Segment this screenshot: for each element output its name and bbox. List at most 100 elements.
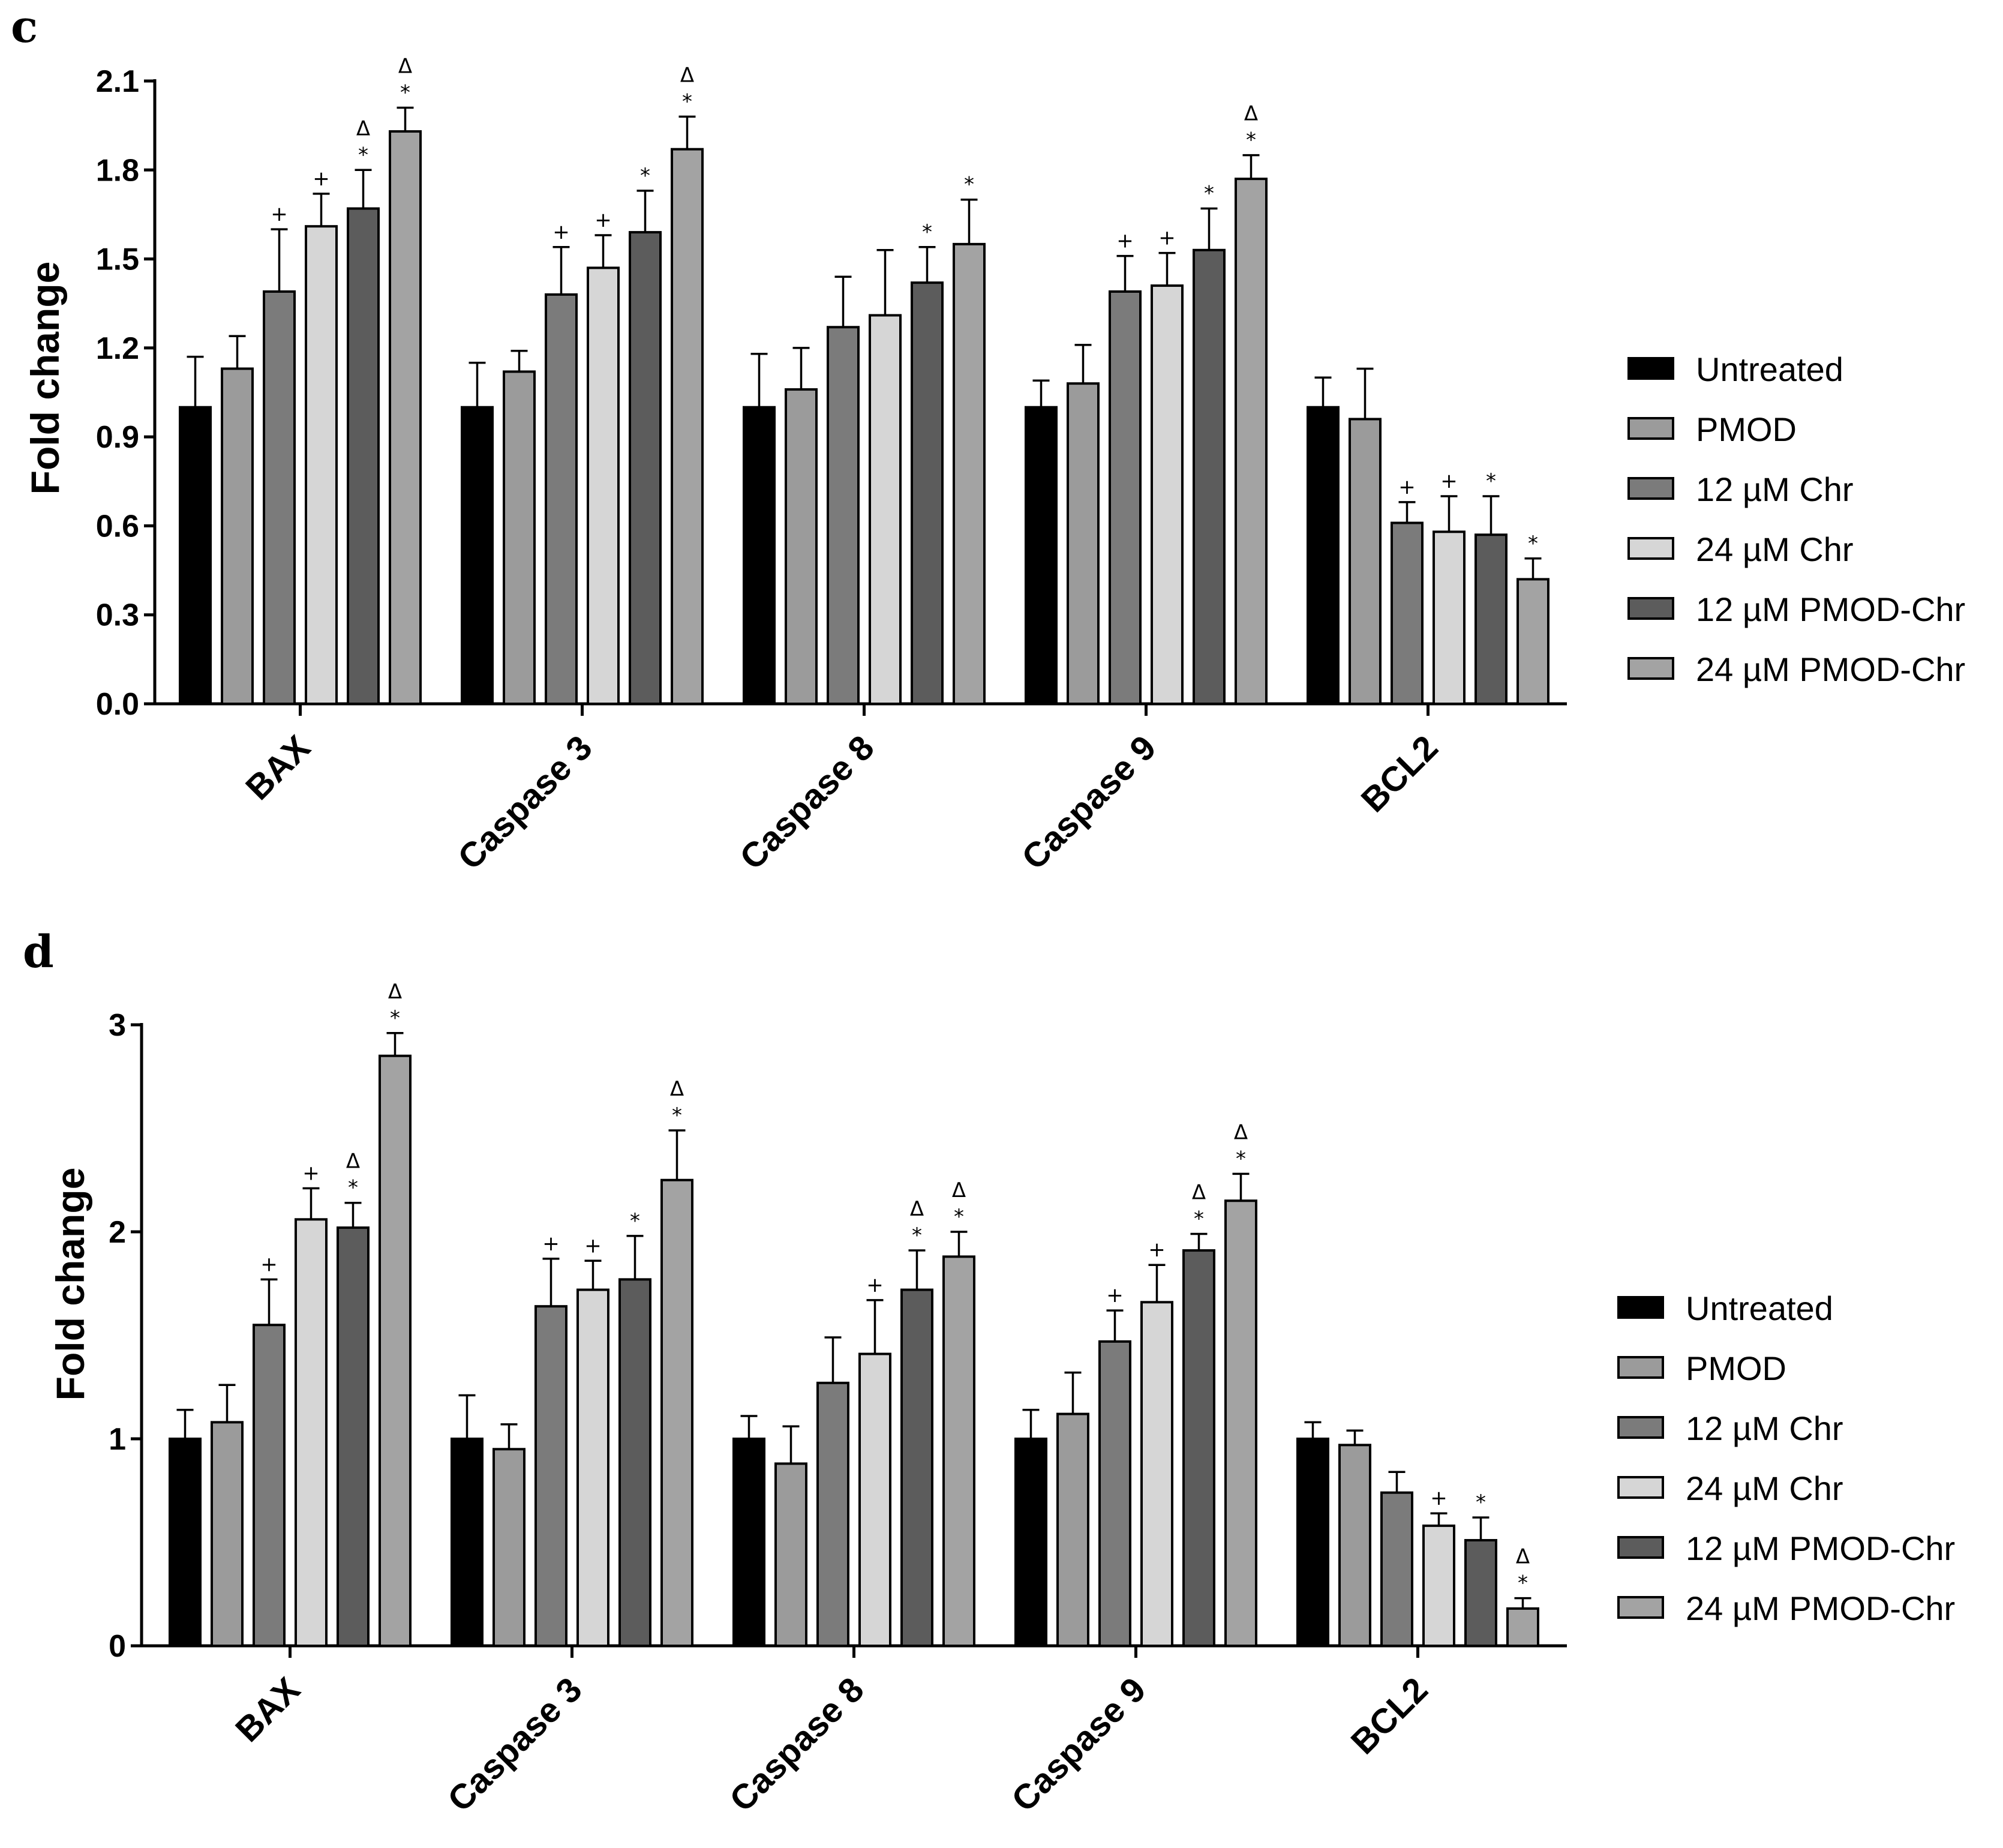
panel-c-bar-caspase-3-24-um-pmod-chr	[671, 148, 704, 705]
panel-c-bar-bcl2-12-um-pmod-chr	[1475, 533, 1507, 705]
panel-c-significance-marker: *	[682, 89, 692, 113]
panel-d-bar-caspase-3-24-um-chr	[576, 1288, 609, 1648]
panel-d-bar-bax-12-um-pmod-chr	[337, 1226, 370, 1647]
panel-d-legend-swatch-12-um-pmod-chr	[1617, 1536, 1664, 1559]
panel-d-x-tick-label-caspase-9: Caspase 9	[1004, 1670, 1154, 1819]
panel-d-bar-caspase-3-12-um-pmod-chr	[618, 1278, 651, 1648]
panel-d-legend-label-12-um-chr: 12 µM Chr	[1686, 1409, 1843, 1447]
panel-d-significance-marker: *	[1194, 1207, 1204, 1231]
panel-c-bar-caspase-8-pmod	[785, 388, 818, 705]
panel-d-significance-marker: Δ	[1192, 1180, 1206, 1204]
panel-c-significance-marker: +	[1116, 229, 1134, 253]
panel-d-bar-bcl2-12-um-pmod-chr	[1464, 1539, 1497, 1648]
panel-d-x-tick-label-caspase-3: Caspase 3	[440, 1670, 590, 1819]
panel-c-bar-caspase-9-12-um-pmod-chr	[1193, 248, 1226, 705]
panel-c-y-tick-label: 2.1	[96, 64, 139, 99]
panel-d-y-axis-title: Fold change	[48, 1168, 92, 1401]
panel-c-bar-caspase-3-12-um-pmod-chr	[629, 231, 662, 706]
panel-d-bar-caspase-9-24-um-pmod-chr	[1224, 1199, 1257, 1647]
panel-d-significance-marker: *	[630, 1209, 640, 1233]
panel-c-bar-bax-12-um-chr	[263, 290, 296, 705]
panel-c-bar-caspase-3-24-um-chr	[587, 266, 620, 705]
panel-d-significance-marker: *	[672, 1103, 682, 1127]
panel-c-significance-marker: *	[1246, 128, 1256, 152]
panel-d-significance-marker: +	[542, 1232, 560, 1256]
panel-c-bar-bcl2-pmod	[1349, 418, 1382, 705]
panel-d-legend-label-12-um-pmod-chr: 12 µM PMOD-Chr	[1686, 1529, 1955, 1567]
panel-d-legend-label-24-um-pmod-chr: 24 µM PMOD-Chr	[1686, 1589, 1955, 1627]
panel-d-y-tick-label: 3	[109, 1008, 126, 1043]
panel-c-significance-marker: Δ	[356, 116, 370, 140]
panel-c-significance-marker: *	[640, 164, 650, 188]
panel-c-bar-bax-pmod	[221, 367, 254, 705]
panel-c-y-tick-label: 0.9	[96, 420, 139, 455]
panel-c-significance-marker: *	[1528, 532, 1538, 556]
panel-d-significance-marker: *	[954, 1205, 964, 1229]
panel-d-legend-swatch-pmod	[1617, 1356, 1664, 1379]
panel-d-bar-caspase-3-pmod	[493, 1448, 525, 1647]
panel-c-bar-bcl2-24-um-chr	[1433, 530, 1466, 705]
panel-d-significance-marker: +	[1106, 1283, 1124, 1307]
panel-c-significance-marker: +	[552, 220, 570, 244]
panel-c-significance-marker: Δ	[398, 54, 412, 78]
panel-c-significance-marker: +	[594, 208, 612, 232]
panel-c-bar-caspase-8-untreated	[743, 406, 776, 705]
panel-c-legend-swatch-pmod	[1627, 417, 1674, 440]
panel-d-legend-label-pmod: PMOD	[1686, 1349, 1786, 1387]
panel-c-bar-caspase-3-12-um-chr	[545, 293, 578, 705]
panel-c-y-tick-label: 1.2	[96, 331, 139, 366]
panel-d-significance-marker: *	[390, 1006, 400, 1030]
panel-d-bar-bcl2-untreated	[1296, 1438, 1329, 1647]
panel-c-legend-swatch-untreated	[1627, 357, 1674, 380]
panel-c-legend-swatch-12-um-pmod-chr	[1627, 597, 1674, 620]
panel-d-x-tick-label-bax: BAX	[228, 1670, 308, 1750]
panel-d-bar-bax-24-um-chr	[295, 1218, 328, 1648]
panel-d-significance-marker: +	[1148, 1238, 1166, 1262]
panel-c-bar-caspase-8-24-um-pmod-chr	[953, 242, 986, 706]
panel-d-significance-marker: Δ	[952, 1178, 966, 1202]
panel-c-significance-marker: *	[964, 173, 974, 197]
panel-d-x-tick-label-caspase-8: Caspase 8	[722, 1670, 872, 1819]
panel-c-bar-bax-untreated	[179, 406, 212, 705]
panel-d-bar-caspase-8-24-um-chr	[858, 1352, 891, 1648]
panel-c-bar-bcl2-12-um-chr	[1391, 521, 1424, 705]
panel-c-significance-marker: *	[922, 220, 932, 244]
panel-c-bar-caspase-8-24-um-chr	[869, 314, 902, 705]
panel-c-significance-marker: *	[1486, 469, 1496, 493]
panel-d-bar-bax-pmod	[211, 1421, 244, 1647]
panel-d-bar-bax-24-um-pmod-chr	[379, 1054, 412, 1647]
panel-d-bar-bax-12-um-chr	[253, 1324, 286, 1647]
panel-d-significance-marker: Δ	[910, 1197, 924, 1221]
panel-c-y-tick-label: 0.6	[96, 509, 139, 544]
panel-c-y-axis-title: Fold change	[23, 262, 67, 495]
panel-c-bar-caspase-9-pmod	[1067, 382, 1100, 705]
panel-d-significance-marker: Δ	[388, 980, 402, 1004]
panel-d-y-tick-label: 2	[109, 1215, 126, 1250]
panel-d-bar-caspase-9-pmod	[1056, 1412, 1089, 1648]
panel-c-x-tick-label-bcl2: BCL2	[1354, 728, 1446, 820]
panel-c-legend-label-pmod: PMOD	[1696, 410, 1797, 448]
panel-d-bar-caspase-9-24-um-chr	[1140, 1301, 1173, 1648]
panel-d-significance-marker: Δ	[346, 1150, 360, 1174]
panel-c-legend-label-untreated: Untreated	[1696, 350, 1843, 388]
panel-d-significance-marker: *	[1476, 1490, 1486, 1514]
panel-c-y-tick-label: 1.8	[96, 153, 139, 188]
panel-d-bar-caspase-8-pmod	[774, 1462, 807, 1647]
panel-c-legend-swatch-12-um-chr	[1627, 477, 1674, 500]
panel-c-bar-caspase-3-pmod	[503, 370, 536, 705]
panel-c-significance-marker: +	[1158, 226, 1176, 250]
panel-d-bar-bcl2-24-um-chr	[1422, 1524, 1455, 1647]
panel-c-significance-marker: +	[313, 167, 330, 191]
panel-label-d: d	[23, 926, 54, 978]
panel-c-bar-caspase-9-untreated	[1025, 406, 1058, 705]
panel-d-legend-label-24-um-chr: 24 µM Chr	[1686, 1469, 1843, 1507]
panel-d-x-tick-label-bcl2: BCL2	[1344, 1670, 1436, 1762]
panel-d-legend-swatch-12-um-chr	[1617, 1416, 1664, 1439]
panel-d-bar-bcl2-24-um-pmod-chr	[1506, 1607, 1539, 1647]
panel-c-significance-marker: +	[1440, 469, 1458, 493]
panel-d-bar-caspase-3-untreated	[451, 1438, 484, 1647]
panel-d-significance-marker: *	[1236, 1147, 1246, 1171]
panel-c-legend-label-12-um-chr: 12 µM Chr	[1696, 470, 1854, 508]
panel-c-bar-caspase-9-24-um-chr	[1151, 284, 1184, 705]
